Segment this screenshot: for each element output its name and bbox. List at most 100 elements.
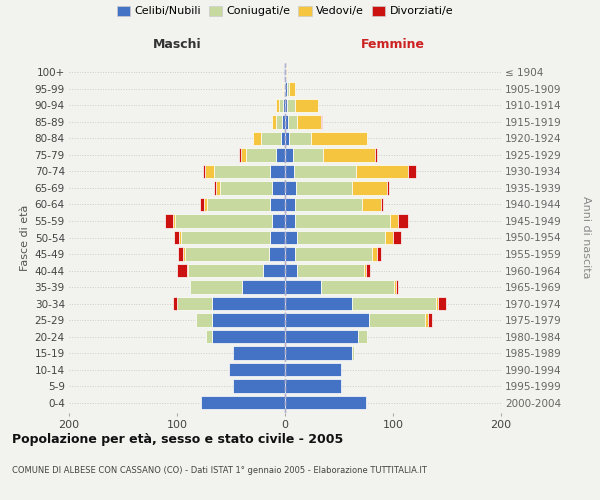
Bar — [177, 297, 212, 310]
Bar — [212, 297, 285, 310]
Bar — [165, 214, 173, 228]
Bar — [377, 248, 381, 260]
Bar — [272, 214, 285, 228]
Bar — [284, 82, 285, 96]
Bar — [204, 198, 207, 211]
Bar — [214, 165, 270, 178]
Bar — [216, 182, 220, 194]
Bar — [187, 264, 188, 277]
Bar — [285, 314, 369, 326]
Bar — [278, 99, 283, 112]
Bar — [293, 148, 323, 162]
Bar — [201, 396, 285, 409]
Bar — [386, 182, 389, 194]
Bar — [285, 132, 289, 145]
Bar — [285, 396, 366, 409]
Bar — [295, 99, 319, 112]
Bar — [285, 330, 358, 343]
Bar — [188, 264, 263, 277]
Bar — [297, 231, 385, 244]
Bar — [285, 363, 341, 376]
Bar — [285, 82, 287, 96]
Bar — [212, 314, 285, 326]
Bar — [364, 264, 366, 277]
Bar — [285, 346, 352, 360]
Bar — [196, 314, 212, 326]
Bar — [289, 132, 311, 145]
Bar — [285, 380, 341, 392]
Bar — [233, 380, 285, 392]
Bar — [277, 148, 285, 162]
Bar — [203, 165, 205, 178]
Bar — [173, 214, 175, 228]
Bar — [177, 264, 187, 277]
Bar — [296, 182, 352, 194]
Bar — [436, 297, 439, 310]
Bar — [174, 231, 179, 244]
Bar — [283, 82, 284, 96]
Bar — [285, 198, 295, 211]
Bar — [277, 116, 282, 128]
Bar — [277, 99, 278, 112]
Bar — [285, 66, 286, 79]
Bar — [220, 182, 272, 194]
Bar — [352, 346, 354, 360]
Bar — [320, 280, 394, 293]
Bar — [241, 148, 246, 162]
Bar — [270, 198, 285, 211]
Bar — [285, 248, 295, 260]
Bar — [285, 280, 320, 293]
Bar — [297, 116, 320, 128]
Bar — [285, 148, 293, 162]
Bar — [175, 214, 272, 228]
Bar — [390, 214, 398, 228]
Text: Femmine: Femmine — [361, 38, 425, 51]
Bar — [185, 248, 269, 260]
Bar — [282, 116, 285, 128]
Bar — [181, 231, 270, 244]
Bar — [212, 330, 285, 343]
Bar — [284, 66, 285, 79]
Bar — [362, 198, 381, 211]
Bar — [229, 363, 285, 376]
Bar — [269, 248, 285, 260]
Bar — [295, 248, 373, 260]
Bar — [173, 297, 177, 310]
Bar — [281, 132, 285, 145]
Bar — [206, 330, 212, 343]
Bar — [439, 297, 446, 310]
Bar — [272, 116, 277, 128]
Bar — [283, 99, 285, 112]
Bar — [285, 214, 295, 228]
Bar — [205, 165, 214, 178]
Bar — [179, 231, 181, 244]
Bar — [246, 148, 277, 162]
Bar — [293, 165, 356, 178]
Bar — [261, 132, 281, 145]
Bar — [408, 165, 416, 178]
Bar — [295, 214, 390, 228]
Bar — [178, 248, 184, 260]
Bar — [373, 248, 377, 260]
Bar — [272, 182, 285, 194]
Bar — [374, 148, 377, 162]
Bar — [207, 198, 270, 211]
Bar — [287, 82, 289, 96]
Bar — [352, 297, 436, 310]
Bar — [288, 116, 297, 128]
Text: Popolazione per età, sesso e stato civile - 2005: Popolazione per età, sesso e stato civil… — [12, 432, 343, 446]
Text: Maschi: Maschi — [152, 38, 202, 51]
Bar — [190, 280, 242, 293]
Bar — [385, 231, 393, 244]
Bar — [381, 198, 383, 211]
Bar — [366, 264, 370, 277]
Legend: Celibi/Nubili, Coniugati/e, Vedovi/e, Divorziati/e: Celibi/Nubili, Coniugati/e, Vedovi/e, Di… — [117, 6, 453, 16]
Bar — [311, 132, 367, 145]
Bar — [214, 182, 216, 194]
Bar — [233, 346, 285, 360]
Bar — [286, 66, 287, 79]
Bar — [239, 148, 241, 162]
Bar — [358, 330, 367, 343]
Bar — [369, 314, 425, 326]
Bar — [285, 99, 287, 112]
